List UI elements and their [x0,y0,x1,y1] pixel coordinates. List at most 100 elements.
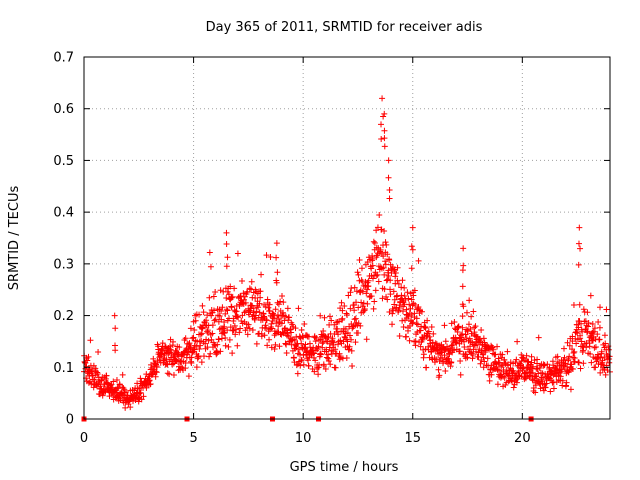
data-point [335,331,342,338]
data-point [391,296,398,303]
data-point [186,340,193,347]
data-point [394,264,401,271]
data-point [166,371,173,378]
data-point [188,359,195,366]
data-point [559,377,566,384]
data-point [315,371,322,378]
peak-point [576,224,583,231]
data-point [280,299,287,306]
data-point [246,325,253,332]
data-point [220,325,227,332]
data-point [532,389,539,396]
data-point [529,369,536,376]
y-tick-label: 0 [66,413,74,428]
peak-point [386,195,393,202]
data-point [176,344,183,351]
data-point [462,331,469,338]
x-tick-label: 20 [514,431,531,446]
peak-point [274,269,281,276]
data-point [217,287,224,294]
data-point [275,316,282,323]
data-point [412,338,419,345]
data-point [417,343,424,350]
data-point [315,343,322,350]
data-point [481,339,488,346]
data-point [369,252,376,259]
peak-point [460,245,467,252]
data-point [351,307,358,314]
data-point [153,362,160,369]
data-point [384,276,391,283]
data-point [406,337,413,344]
data-point [448,320,455,327]
data-point [337,337,344,344]
data-point [456,348,463,355]
data-point [267,254,274,261]
data-point [587,292,594,299]
data-point [365,282,372,289]
data-point [292,325,299,332]
data-point [441,352,448,359]
data-point [419,335,426,342]
data-point [284,305,291,312]
data-point [237,325,244,332]
data-point [384,296,391,303]
data-point [422,325,429,332]
data-point [312,357,319,364]
data-point [210,293,217,300]
data-point [513,379,520,386]
data-point [311,368,318,375]
data-point [114,385,121,392]
data-point [347,289,354,296]
data-point [541,361,548,368]
peak-point [385,157,392,164]
data-point [317,351,324,358]
plot-frame [83,56,611,420]
data-point [385,272,392,279]
data-point [245,321,252,328]
data-point [466,335,473,342]
data-point [113,389,120,396]
data-point [384,251,391,258]
data-point [274,311,281,318]
data-point [84,357,91,364]
data-point [528,359,535,366]
data-point [415,303,422,310]
data-point [449,342,456,349]
data-point [363,336,370,343]
data-point [368,293,375,300]
data-point [379,295,386,302]
data-point [222,310,229,317]
data-point [404,289,411,296]
data-point [275,301,282,308]
data-point [459,313,466,320]
data-point [463,309,470,316]
data-point [298,326,305,333]
data-point [194,355,201,362]
data-point [407,305,414,312]
data-point [591,344,598,351]
data-point [189,335,196,342]
data-point [382,258,389,265]
data-point [383,293,390,300]
data-point [222,335,229,342]
data-point [153,369,160,376]
data-point [411,287,418,294]
data-point [200,353,207,360]
data-point [212,288,219,295]
data-point [369,262,376,269]
data-point [358,265,365,272]
data-point [202,340,209,347]
data-point [386,257,393,264]
peak-point [575,261,582,268]
data-point [579,347,586,354]
data-point [513,356,520,363]
data-point [567,386,574,393]
data-point [257,294,264,301]
data-point [460,303,467,310]
data-point [398,292,405,299]
peak-point [409,246,416,253]
peak-point [381,135,388,142]
data-point [322,366,329,373]
data-point [187,344,194,351]
